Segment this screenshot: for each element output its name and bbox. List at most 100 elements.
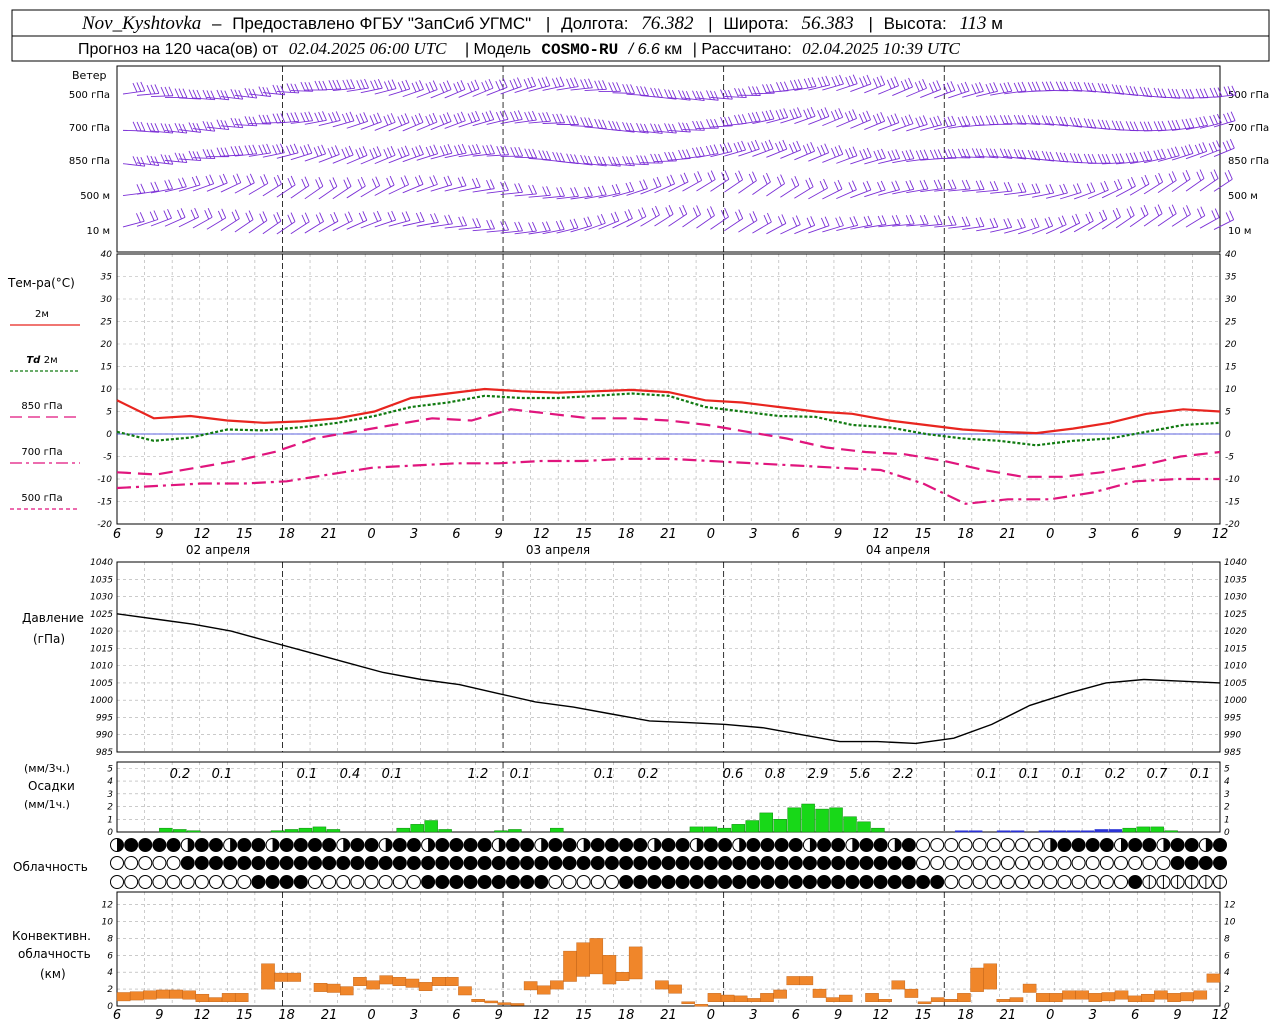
conv-bar — [326, 983, 341, 993]
wind-barb-feather — [668, 123, 673, 133]
conv-bar — [379, 975, 393, 985]
wind-barb-feather — [346, 177, 352, 187]
wind-barb-feather — [650, 123, 655, 133]
wind-barb-staff — [136, 92, 159, 96]
wind-barb-feather — [360, 176, 366, 187]
wind-barb-feather — [475, 177, 481, 188]
wind-barb-feather — [1147, 87, 1153, 97]
wind-barb-feather — [598, 119, 603, 129]
wind-barb-staff — [724, 149, 746, 157]
wind-barb-feather — [556, 152, 561, 162]
wind-barb-feather — [629, 181, 635, 192]
wind-barb-feather — [376, 210, 382, 221]
wind-barb-feather — [1181, 146, 1186, 157]
wind-barb-feather — [876, 113, 882, 123]
cloud-symbol — [944, 856, 959, 870]
wind-barb-feather — [778, 141, 784, 151]
precip-unit-1h: (мм/1ч.) — [24, 798, 70, 811]
conv-bar — [944, 999, 958, 1002]
wind-barb-feather — [573, 77, 579, 87]
wind-barb-feather — [727, 142, 733, 152]
wind-barb-feather — [791, 178, 796, 188]
wind-barb-staff — [794, 186, 814, 199]
wind-barb-feather — [419, 212, 425, 222]
wind-barb-staff — [948, 124, 971, 129]
cloud-symbol — [237, 875, 252, 889]
wind-barb-feather — [1131, 177, 1136, 187]
wind-barb-feather — [538, 150, 544, 160]
cloud-symbol — [449, 838, 464, 852]
wind-barb-feather — [901, 117, 906, 127]
wind-level-right: 850 гПа — [1228, 156, 1269, 167]
cloud-symbol — [718, 838, 733, 852]
wind-barb-feather — [1097, 119, 1103, 129]
wind-barb-feather — [1171, 88, 1177, 99]
wind-barb-staff — [780, 87, 803, 92]
wind-barb-feather — [1133, 86, 1139, 96]
wind-barb-staff — [822, 153, 843, 163]
wind-barb-feather — [387, 147, 392, 157]
wind-barb-staff — [234, 94, 257, 99]
wind-barb-feather — [1184, 145, 1190, 155]
wind-barb-feather — [831, 76, 837, 87]
conv-bar — [510, 1003, 525, 1006]
cloud-symbol — [1142, 856, 1157, 870]
wind-barb-feather — [727, 90, 733, 100]
wind-barb-feather — [872, 78, 878, 88]
wind-barb-feather — [845, 149, 850, 159]
wind-barb-feather — [909, 149, 915, 159]
wind-barb-feather — [1126, 208, 1132, 218]
cloud-symbol — [392, 838, 407, 852]
conv-bar — [1101, 992, 1116, 1002]
wind-barb-feather — [164, 154, 170, 164]
wind-level-right: 500 гПа — [1228, 90, 1269, 101]
cloud-symbol — [1015, 856, 1030, 870]
precip-bar — [871, 827, 885, 833]
conv-bar — [261, 963, 275, 990]
wind-level-right: 10 м — [1228, 226, 1251, 237]
wind-barb-feather — [1091, 82, 1097, 93]
wind-barb-feather — [1139, 121, 1145, 131]
wind-barb-feather — [1059, 116, 1065, 126]
wind-barb-feather — [538, 112, 544, 123]
wind-barb-feather — [1072, 184, 1078, 194]
cloud-symbol — [265, 856, 280, 870]
wind-barb-feather — [294, 112, 300, 122]
wind-barb-feather — [915, 117, 921, 127]
wind-barb-feather — [163, 210, 169, 220]
wind-barb-feather — [1035, 150, 1041, 161]
wind-barb-feather — [1153, 150, 1159, 160]
wind-barb-feather — [1185, 88, 1191, 99]
wind-barb-staff — [738, 219, 758, 233]
wind-barb-feather — [754, 139, 760, 150]
wind-barb-staff — [640, 130, 663, 134]
wind-barb-feather — [719, 144, 725, 154]
temp-ytick-left: 40 — [101, 250, 113, 260]
wind-barb-feather — [178, 152, 184, 163]
cloud-symbol — [788, 875, 803, 889]
wind-barb-staff — [122, 220, 145, 228]
alt-value: 113 — [959, 13, 986, 34]
wind-barb-feather — [334, 145, 340, 155]
wind-barb-staff — [626, 216, 647, 228]
wind-barb-feather — [244, 87, 250, 98]
cloud-symbol — [548, 838, 563, 852]
wind-barb-staff — [1213, 178, 1233, 192]
wind-barb-feather — [640, 86, 645, 96]
wind-barb-feather — [588, 78, 593, 88]
wind-barb-staff — [752, 221, 772, 234]
wind-barb-feather — [783, 108, 789, 118]
wind-barb-feather — [518, 146, 524, 157]
temp-ytick-left: 10 — [101, 385, 113, 395]
cloud-symbol — [491, 856, 506, 870]
wind-barb-feather — [485, 111, 491, 121]
wind-barb-feather — [655, 205, 660, 216]
cloud-symbol — [901, 875, 916, 889]
conv-bar — [668, 984, 682, 994]
wind-barb-staff — [962, 225, 985, 230]
wind-barb-feather — [1168, 173, 1174, 183]
cloud-symbol-half — [230, 838, 237, 852]
press-ytick-left: 1005 — [90, 679, 113, 689]
conv-bar — [484, 1000, 498, 1004]
wind-barb-feather — [457, 144, 463, 155]
